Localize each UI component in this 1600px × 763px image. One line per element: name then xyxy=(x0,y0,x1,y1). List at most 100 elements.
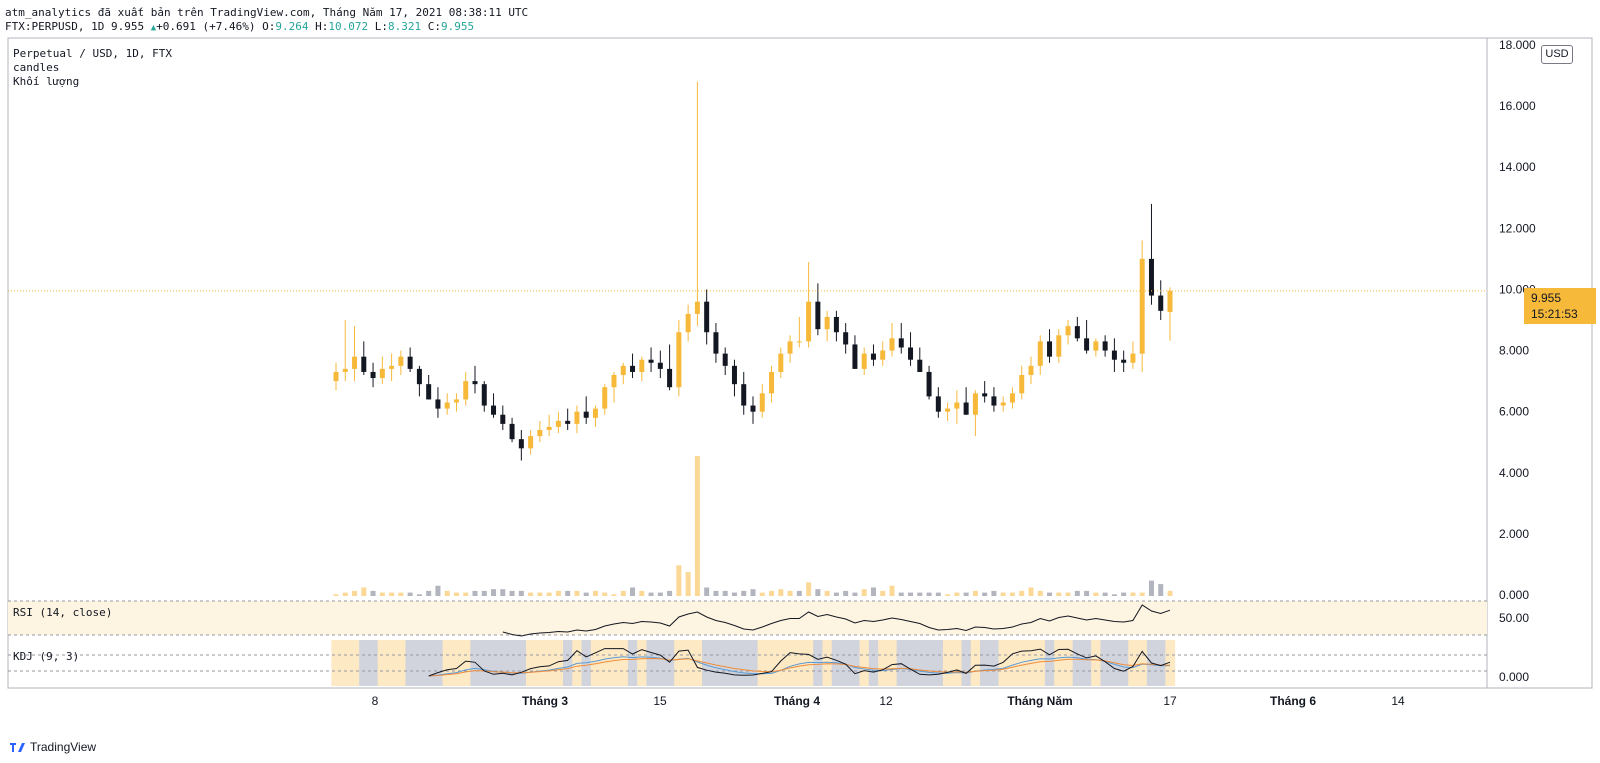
candle-body xyxy=(1037,341,1043,366)
candle-body xyxy=(491,405,497,415)
kdj-background-band xyxy=(1072,640,1083,686)
close-value: 9.955 xyxy=(440,20,475,33)
kdj-background-band xyxy=(980,640,990,686)
candle-body xyxy=(880,350,886,360)
tradingview-logo-icon xyxy=(10,743,25,752)
kdj-background-band xyxy=(1137,640,1148,686)
kdj-background-band xyxy=(618,640,629,686)
kdj-background-band xyxy=(896,640,907,686)
high-value: 10.072 xyxy=(328,20,369,33)
candle-body xyxy=(796,341,802,343)
volume-bar xyxy=(667,590,673,596)
time-tick-label: 17 xyxy=(1163,694,1177,708)
volume-bar xyxy=(472,590,478,596)
volume-bar xyxy=(815,589,821,596)
volume-bar xyxy=(926,592,932,596)
candle-body xyxy=(500,414,506,424)
candle-body xyxy=(407,356,413,369)
volume-bar xyxy=(546,592,552,596)
rsi-line xyxy=(502,604,1171,637)
kdj-background-band xyxy=(646,640,657,686)
candle-body xyxy=(1093,341,1099,351)
kdj-background-band xyxy=(748,640,759,686)
kdj-background-band xyxy=(859,640,870,686)
candle-body xyxy=(685,313,691,333)
volume-bar xyxy=(1084,590,1090,596)
kdj-background-band xyxy=(553,640,564,686)
volume-bar xyxy=(787,590,793,596)
kdj-background-band xyxy=(970,640,981,686)
candle-body xyxy=(982,393,988,397)
kdj-background-band xyxy=(414,640,425,686)
close-label: C: xyxy=(427,20,441,33)
volume-bar xyxy=(889,585,895,596)
price-tick-label: 16.000 xyxy=(1499,99,1536,113)
candle-body xyxy=(750,405,756,412)
price-tick-label: 8.000 xyxy=(1499,344,1529,358)
countdown: 15:21:53 xyxy=(1531,307,1578,321)
candle-body xyxy=(1158,295,1164,311)
candle-body xyxy=(639,359,645,372)
kdj-background-band xyxy=(461,640,471,686)
candle-body xyxy=(463,381,469,400)
candle-body xyxy=(1056,335,1062,357)
candle-body xyxy=(333,371,339,382)
kdj-background-band xyxy=(1128,640,1139,686)
legend-candles: candles xyxy=(13,61,60,74)
low-label: L: xyxy=(374,20,388,33)
volume-bar xyxy=(528,592,534,596)
kdj-background-band xyxy=(1017,640,1027,686)
chart-title: Perpetual / USD, 1D, FTX xyxy=(13,47,172,60)
candle-body xyxy=(528,436,534,449)
kdj-label: KDJ (9, 3) xyxy=(13,650,79,663)
up-arrow-icon: ▲ xyxy=(150,23,157,33)
volume-bar xyxy=(1130,592,1136,596)
volume-bar xyxy=(1019,590,1025,596)
volume-bar xyxy=(1111,594,1117,596)
volume-bar xyxy=(611,594,617,596)
volume-bar xyxy=(685,572,691,596)
candle-body xyxy=(352,356,358,369)
price-tick-label: 12.000 xyxy=(1499,221,1536,235)
time-tick-label: Tháng 6 xyxy=(1270,694,1316,708)
candle-body xyxy=(954,402,960,409)
candle-body xyxy=(917,359,923,372)
time-tick-label: Tháng 3 xyxy=(522,694,568,708)
volume-bar xyxy=(935,592,941,596)
volume-bar xyxy=(750,589,756,596)
kdj-background-band xyxy=(887,640,898,686)
candle-body xyxy=(565,420,571,424)
volume-bar xyxy=(500,589,506,596)
currency-button[interactable]: USD xyxy=(1541,45,1573,64)
candle-body xyxy=(342,368,348,372)
candle-body xyxy=(815,301,821,330)
candle-body xyxy=(898,338,904,348)
kdj-background-band xyxy=(377,640,388,686)
low-value: 8.321 xyxy=(387,20,422,33)
price-tick-label: 0.000 xyxy=(1499,588,1529,602)
price-tick-label: 2.000 xyxy=(1499,527,1529,541)
volume-bar xyxy=(1056,592,1062,596)
kdj-background-band xyxy=(386,640,397,686)
volume-bar xyxy=(722,590,728,596)
kdj-background-band xyxy=(498,640,508,686)
kdj-background-band xyxy=(396,640,406,686)
volume-bar xyxy=(843,590,849,596)
tradingview-logo[interactable]: TradingView xyxy=(10,740,96,754)
volume-bar xyxy=(972,590,978,596)
rsi-label: RSI (14, close) xyxy=(13,606,112,619)
kdj-d-line xyxy=(428,657,1171,677)
kdj-background-band xyxy=(868,640,879,686)
kdj-background-band xyxy=(479,640,490,686)
candle-body xyxy=(453,399,459,403)
volume-bar xyxy=(463,592,469,596)
kdj-background-band xyxy=(1081,640,1092,686)
branding-label: TradingView xyxy=(30,740,97,754)
volume-bar xyxy=(565,590,571,596)
candle-body xyxy=(611,375,617,388)
volume-bar xyxy=(370,590,376,596)
candle-body xyxy=(963,402,969,415)
candle-body xyxy=(824,316,830,330)
kdj-background-band xyxy=(720,640,731,686)
